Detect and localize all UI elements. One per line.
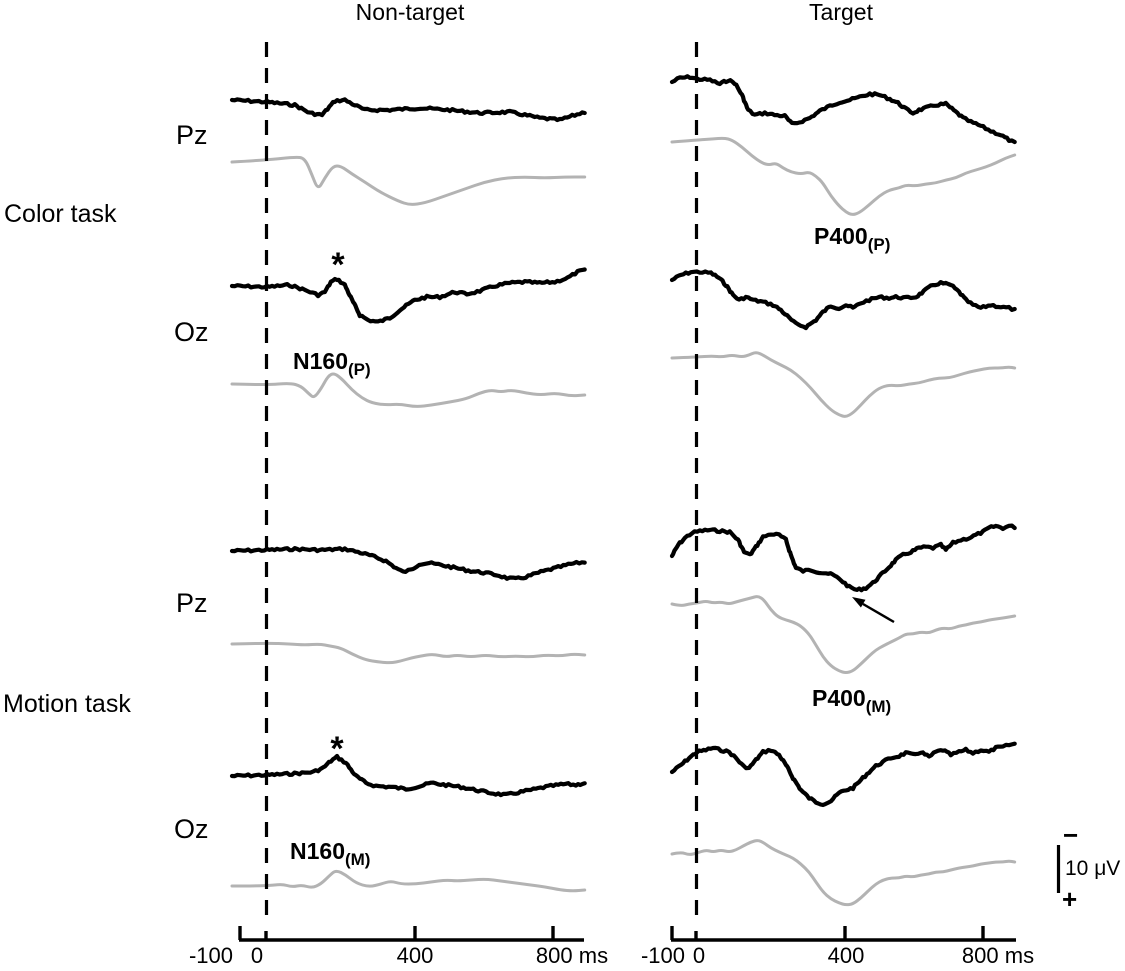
label-n160-p: N160(P)	[293, 348, 371, 379]
electrode-label-oz-color: Oz	[174, 317, 209, 347]
electrode-label-pz-motion: Pz	[176, 588, 208, 618]
asterisk-n160-color: *	[331, 246, 345, 284]
trace-motion_target_pz-gray	[670, 595, 1017, 674]
electrode-label-oz-motion: Oz	[174, 814, 209, 844]
trace-motion_target_pz-black	[669, 523, 1017, 593]
trace-color_nontarget_oz-black	[229, 267, 587, 324]
p400-arrow-shaft	[862, 602, 895, 624]
trace-motion_nontarget_oz-black	[229, 753, 587, 798]
xtick-left-minus100: -100	[188, 943, 234, 968]
trace-color_nontarget_pz-gray	[230, 155, 587, 206]
trace-color_target_oz-gray	[670, 351, 1017, 418]
xtick-right-minus100: -100	[640, 943, 686, 968]
label-p400-m-sub: (M)	[865, 697, 892, 716]
label-p400-m-main: P400	[812, 685, 866, 711]
xtick-left-0: 0	[250, 943, 264, 968]
scalebar-minus-sign: −	[1063, 820, 1079, 850]
trace-color_nontarget_oz-gray	[230, 372, 587, 408]
p400-arrow-head	[852, 597, 866, 608]
column-header-nontarget: Non-target	[355, 0, 465, 25]
column-header-target: Target	[809, 0, 873, 25]
label-p400-p-main: P400	[814, 223, 868, 249]
trace-motion_target_oz-black	[669, 741, 1017, 808]
electrode-label-pz-color: Pz	[176, 120, 208, 150]
label-p400-m: P400(M)	[812, 685, 891, 716]
trace-color_target_oz-black	[669, 269, 1017, 331]
label-p400-p: P400(P)	[814, 223, 890, 254]
xtick-right-400: 400	[827, 943, 865, 968]
scalebar-plus-sign: +	[1062, 884, 1078, 914]
scalebar-label: 10 μV	[1065, 857, 1121, 880]
trace-color_target_pz-black	[669, 74, 1017, 145]
label-p400-p-sub: (P)	[867, 235, 891, 254]
label-n160-m-main: N160	[290, 838, 345, 864]
label-n160-p-sub: (P)	[347, 360, 371, 379]
asterisk-n160-motion: *	[330, 730, 344, 768]
xtick-left-400: 400	[396, 943, 434, 968]
xtick-right-0: 0	[692, 943, 706, 968]
xtick-left-800ms: 800 ms	[535, 943, 609, 968]
trace-motion_nontarget_pz-gray	[230, 641, 587, 665]
label-n160-m-sub: (M)	[344, 850, 371, 869]
trace-motion_nontarget_oz-gray	[230, 869, 587, 893]
xtick-right-800ms: 800 ms	[961, 943, 1035, 968]
trace-motion_target_oz-gray	[670, 839, 1017, 907]
trace-motion_nontarget_pz-black	[229, 546, 587, 581]
row-label-color-task: Color task	[4, 200, 117, 228]
trace-color_nontarget_pz-black	[229, 97, 587, 123]
label-n160-m: N160(M)	[290, 838, 370, 869]
trace-color_target_pz-gray	[670, 136, 1017, 216]
label-n160-p-main: N160	[293, 348, 348, 374]
row-label-motion-task: Motion task	[3, 690, 131, 718]
